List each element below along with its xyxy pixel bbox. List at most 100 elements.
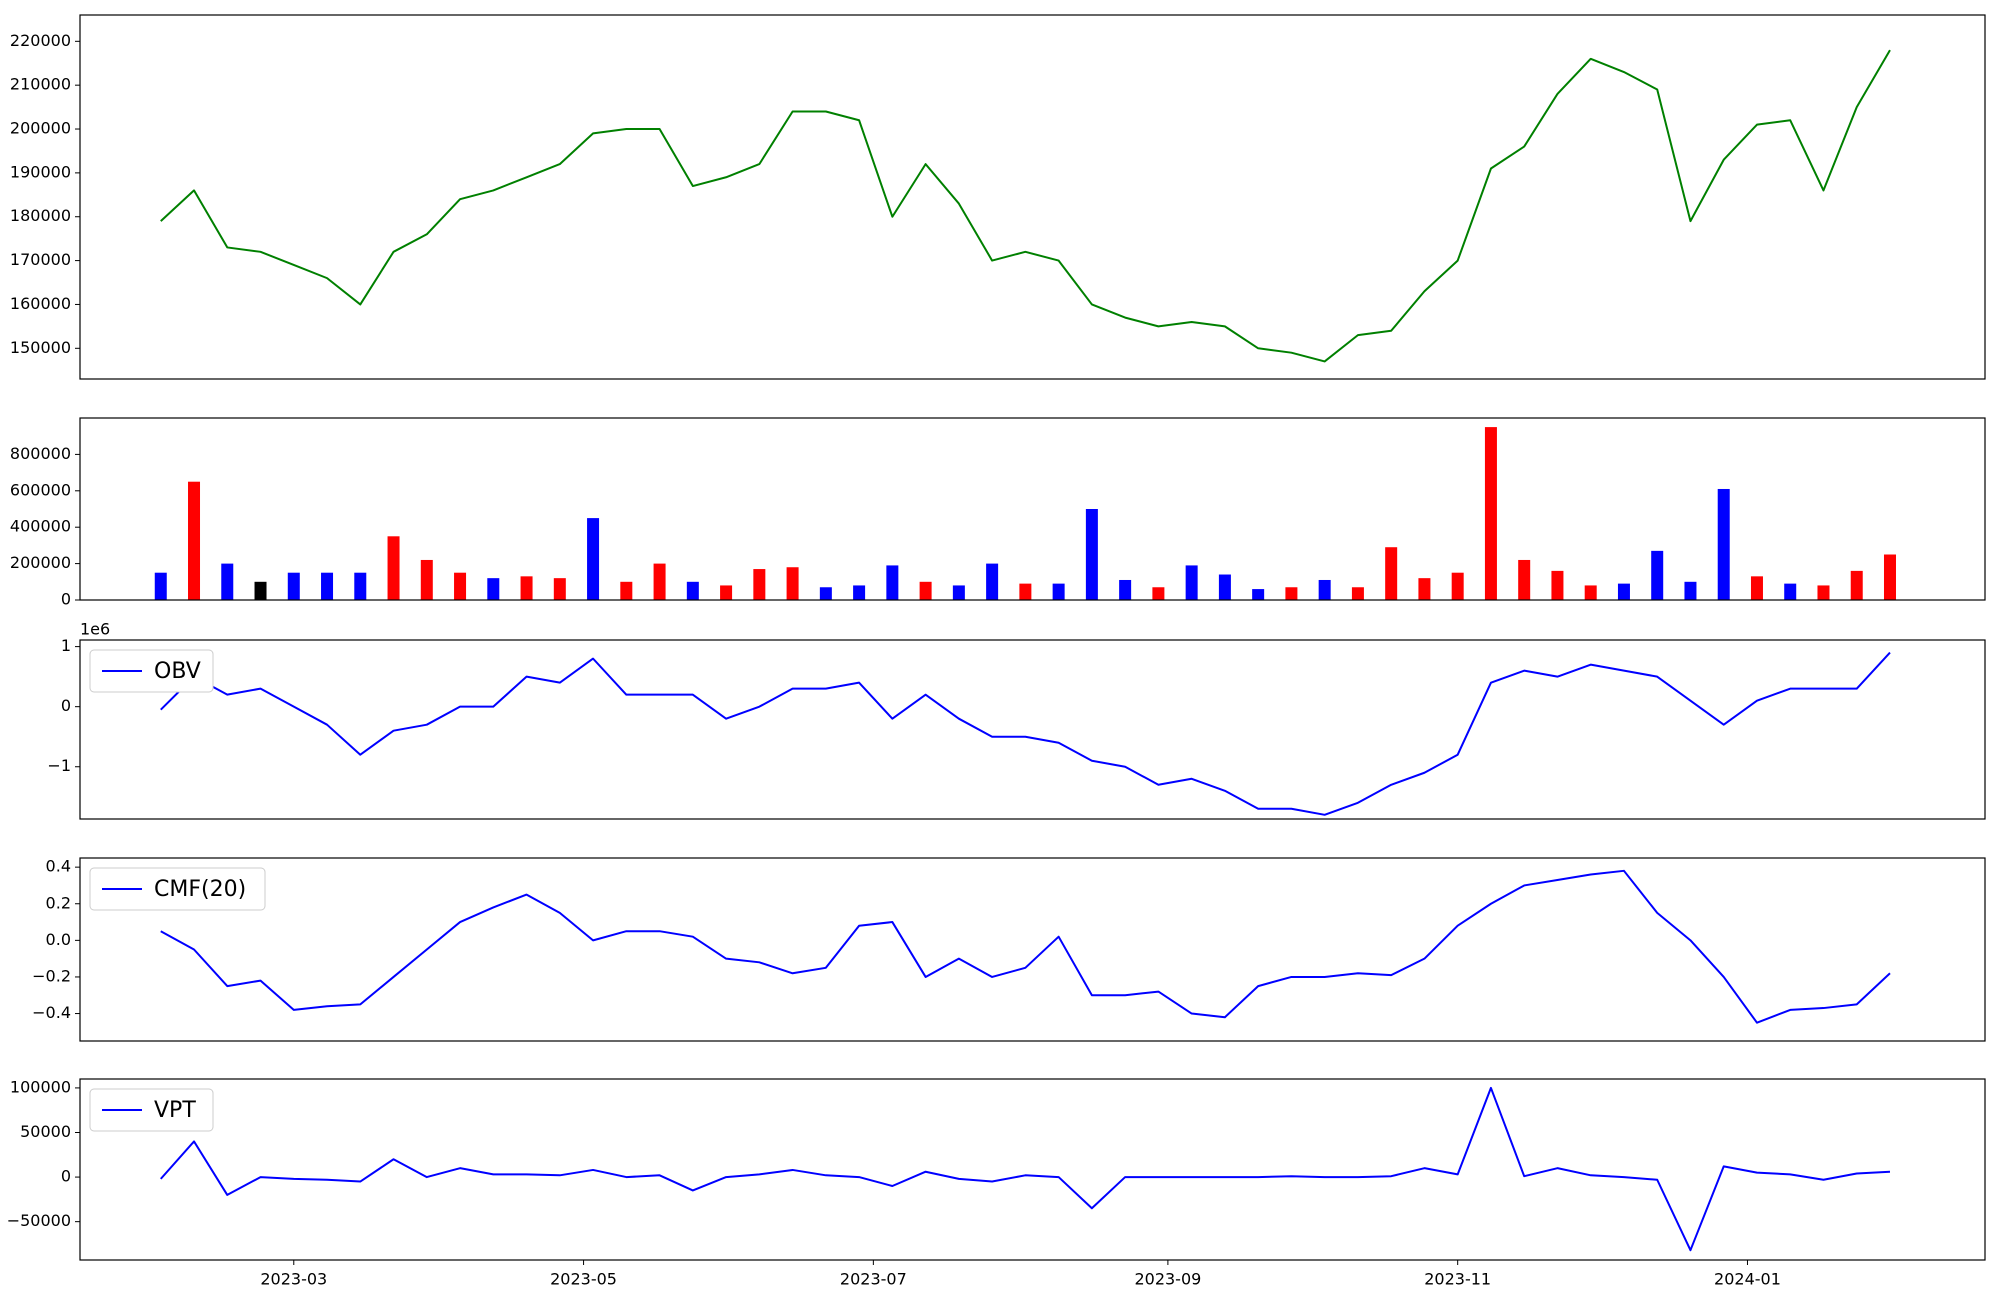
bar [1351, 587, 1364, 600]
bar [587, 518, 600, 600]
y-tick-label: 50000 [20, 1122, 71, 1141]
bar [1218, 574, 1231, 600]
plot-frame [79, 14, 1986, 380]
bar [952, 585, 965, 600]
axis-offset: 1e6 [80, 620, 110, 639]
bar [154, 572, 167, 600]
bar [1518, 559, 1531, 600]
bar [819, 587, 832, 600]
bar [321, 572, 334, 600]
bar [188, 481, 201, 600]
y-tick-label: 180000 [10, 206, 71, 225]
y-tick-label: −50000 [7, 1211, 71, 1230]
y-tick-label: 100000 [10, 1077, 71, 1096]
bar [886, 565, 899, 600]
bar [1318, 579, 1331, 600]
y-tick-label: 0 [61, 696, 71, 715]
bar [354, 572, 367, 600]
bar [753, 569, 766, 600]
y-tick-label: 200000 [10, 553, 71, 572]
y-tick-label: 210000 [10, 75, 71, 94]
bar [919, 581, 932, 600]
bar [1617, 583, 1630, 600]
bar [454, 572, 467, 600]
bar [1817, 585, 1830, 600]
bar [1085, 509, 1098, 600]
bar [254, 581, 267, 600]
y-tick-label: 600000 [10, 480, 71, 499]
bar [387, 536, 400, 600]
x-tick-label: 2023-11 [1424, 1270, 1491, 1289]
bar [420, 559, 433, 600]
y-tick-label: 0 [61, 590, 71, 609]
plot-frame [79, 639, 1986, 820]
y-tick-label: −0.4 [32, 1003, 71, 1022]
y-tick-label: 160000 [10, 294, 71, 313]
y-tick-label: −1 [47, 756, 71, 775]
bar [1152, 587, 1165, 600]
y-tick-label: 0 [61, 1167, 71, 1186]
y-tick-label: 150000 [10, 338, 71, 357]
bar [1584, 585, 1597, 600]
y-tick-label: 400000 [10, 517, 71, 536]
legend-label: OBV [154, 659, 201, 684]
bar [1750, 576, 1763, 600]
y-tick-label: 200000 [10, 119, 71, 138]
legend-label: CMF(20) [154, 877, 246, 902]
x-tick-label: 2023-09 [1134, 1270, 1201, 1289]
bar [620, 581, 633, 600]
y-tick-label: 0.2 [46, 893, 71, 912]
bar [221, 563, 234, 600]
plot-frame [79, 1078, 1986, 1261]
legend-box [89, 649, 214, 693]
bar [786, 567, 799, 600]
bar [520, 576, 533, 600]
bar [1784, 583, 1797, 600]
line [160, 49, 1891, 363]
legend-label: VPT [154, 1098, 196, 1123]
line [160, 1086, 1891, 1252]
x-tick-label: 2024-01 [1714, 1270, 1781, 1289]
bar [1684, 581, 1697, 600]
plot-frame [79, 857, 1986, 1042]
bar [1119, 579, 1132, 600]
x-tick-label: 2023-07 [840, 1270, 907, 1289]
line [160, 869, 1891, 1024]
bar [1418, 578, 1431, 600]
bar [1451, 572, 1464, 600]
y-tick-label: 1 [61, 636, 71, 655]
x-tick-label: 2023-03 [260, 1270, 327, 1289]
bar [686, 581, 699, 600]
y-tick-label: 0.0 [46, 930, 71, 949]
bar [853, 585, 866, 600]
y-tick-label: 0.4 [46, 857, 71, 876]
bar [1883, 554, 1896, 600]
legend-box [89, 867, 266, 911]
bar [1019, 583, 1032, 600]
bar [1551, 570, 1564, 600]
bar [1484, 427, 1497, 600]
bar [986, 563, 999, 600]
x-tick-label: 2023-05 [550, 1270, 617, 1289]
bar [1651, 550, 1664, 600]
y-tick-label: 190000 [10, 162, 71, 181]
bar [1052, 583, 1065, 600]
bar [1285, 587, 1298, 600]
y-tick-label: −0.2 [32, 966, 71, 985]
line [160, 651, 1891, 816]
bar [1850, 570, 1863, 600]
y-tick-label: 800000 [10, 444, 71, 463]
bar [653, 563, 666, 600]
plot-frame [79, 417, 1986, 601]
bar [1717, 488, 1730, 600]
y-tick-label: 220000 [10, 31, 71, 50]
bar [287, 572, 300, 600]
bar [1185, 565, 1198, 600]
bar [720, 585, 733, 600]
legend-box [89, 1088, 214, 1132]
bar [1252, 589, 1265, 600]
y-tick-label: 170000 [10, 250, 71, 269]
bar [1385, 547, 1398, 600]
bar [553, 578, 566, 600]
